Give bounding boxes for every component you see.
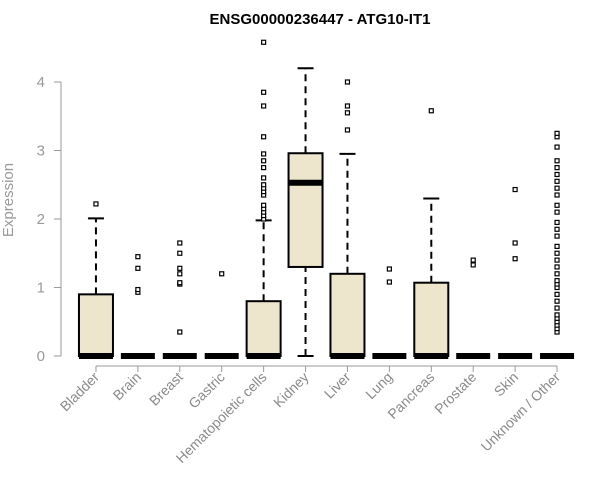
outlier-point bbox=[554, 291, 560, 297]
outlier-point bbox=[261, 89, 267, 95]
box-skin bbox=[498, 186, 533, 359]
box-hematopoietic-cells bbox=[245, 39, 282, 359]
outlier-point bbox=[470, 262, 476, 268]
outlier-point bbox=[554, 243, 560, 249]
box-kidney bbox=[287, 67, 324, 357]
outlier-point bbox=[554, 219, 560, 226]
box-liver bbox=[329, 79, 366, 359]
outlier-point bbox=[386, 266, 392, 272]
outlier-point bbox=[177, 271, 183, 277]
x-tick-label: Unknown / Other bbox=[478, 369, 564, 455]
x-tick-label: Kidney bbox=[270, 369, 312, 411]
outlier-point bbox=[554, 165, 560, 171]
x-tick-label: Bladder bbox=[57, 369, 103, 415]
y-tick-label: 1 bbox=[37, 280, 45, 297]
outlier-point bbox=[554, 202, 560, 208]
outlier-point bbox=[261, 202, 267, 208]
outlier-point bbox=[554, 305, 560, 311]
chart-title: ENSG00000236447 - ATG10-IT1 bbox=[210, 11, 431, 28]
box-breast bbox=[162, 240, 197, 359]
outlier-point bbox=[135, 254, 141, 260]
outlier-point bbox=[554, 226, 560, 232]
y-tick-label: 4 bbox=[37, 74, 45, 91]
outlier-point bbox=[93, 201, 99, 207]
outlier-point bbox=[177, 329, 183, 335]
iqr-box bbox=[329, 272, 366, 357]
outlier-point bbox=[177, 265, 183, 271]
outlier-point bbox=[554, 298, 560, 304]
outlier-point bbox=[261, 175, 267, 181]
outlier-point bbox=[386, 279, 392, 285]
outlier-point bbox=[554, 271, 560, 277]
outlier-point bbox=[135, 286, 141, 293]
outlier-point bbox=[512, 186, 518, 193]
x-tick-label: Breast bbox=[146, 369, 186, 409]
y-axis-label: Expression bbox=[0, 163, 17, 237]
outlier-point bbox=[135, 265, 141, 271]
boxes bbox=[77, 39, 575, 359]
outlier-point bbox=[554, 257, 560, 263]
outlier-point bbox=[261, 103, 267, 109]
x-tick-label: Skin bbox=[491, 369, 522, 400]
outlier-point bbox=[344, 110, 351, 116]
outlier-point bbox=[261, 165, 267, 171]
outlier-point bbox=[512, 256, 518, 262]
outlier-point bbox=[554, 250, 560, 256]
iqr-box bbox=[287, 152, 324, 268]
outlier-point bbox=[261, 151, 267, 157]
x-tick-label: Pancreas bbox=[384, 369, 437, 422]
x-tick-label: Lung bbox=[362, 369, 395, 402]
axes: 0 1 2 3 4 bbox=[37, 74, 558, 372]
outlier-point bbox=[554, 158, 560, 164]
box-unknown-other bbox=[540, 130, 575, 359]
outlier-point bbox=[554, 264, 560, 270]
outlier-point bbox=[554, 233, 560, 239]
box-prostate bbox=[456, 257, 491, 359]
outlier-point bbox=[219, 271, 225, 277]
outlier-point bbox=[344, 127, 351, 133]
box-gastric bbox=[204, 271, 239, 359]
outlier-point bbox=[554, 130, 560, 136]
outlier-point bbox=[554, 209, 560, 215]
outlier-point bbox=[554, 192, 560, 198]
outlier-point bbox=[344, 103, 351, 109]
outlier-point bbox=[512, 240, 518, 246]
outlier-point bbox=[261, 134, 267, 140]
outlier-point bbox=[261, 158, 267, 164]
outlier-point bbox=[261, 39, 267, 45]
outlier-point bbox=[554, 278, 560, 284]
outlier-point bbox=[554, 178, 560, 184]
iqr-box bbox=[245, 300, 282, 358]
x-tick-label: Brain bbox=[110, 369, 144, 403]
outlier-point bbox=[554, 171, 560, 178]
y-tick-label: 2 bbox=[37, 211, 45, 228]
outlier-point bbox=[554, 185, 560, 191]
box-brain bbox=[120, 254, 155, 359]
iqr-box bbox=[413, 281, 450, 357]
outlier-point bbox=[554, 312, 560, 318]
outlier-point bbox=[177, 280, 183, 286]
outlier-point bbox=[177, 250, 183, 256]
x-tick-label: Liver bbox=[321, 369, 354, 402]
box-pancreas bbox=[413, 108, 450, 359]
x-tick-label: Prostate bbox=[431, 369, 479, 417]
box-lung bbox=[372, 266, 407, 359]
outlier-point bbox=[261, 182, 267, 188]
outlier-point bbox=[344, 79, 351, 85]
y-tick-label: 0 bbox=[37, 348, 45, 365]
y-tick-label: 3 bbox=[37, 143, 45, 160]
outlier-point bbox=[428, 108, 434, 114]
box-bladder bbox=[77, 201, 114, 359]
iqr-box bbox=[77, 293, 114, 358]
outlier-point bbox=[554, 144, 560, 150]
outlier-point bbox=[177, 240, 183, 246]
outlier-point bbox=[470, 257, 476, 263]
